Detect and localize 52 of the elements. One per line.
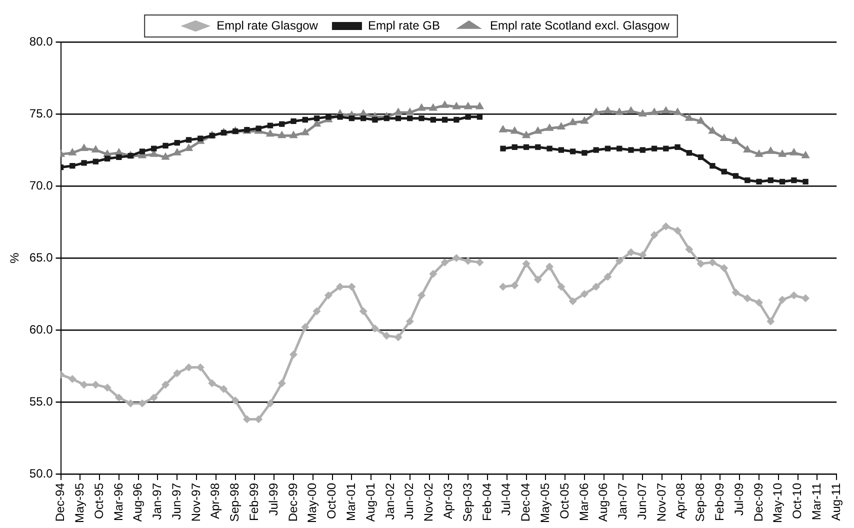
legend-label: Empl rate Glasgow <box>216 18 318 32</box>
x-tick-label: Jul-09 <box>732 482 746 516</box>
x-tick-label: May-95 <box>72 482 86 523</box>
x-tick-label: Jun-02 <box>402 482 416 520</box>
x-tick-label: Nov-07 <box>654 482 668 522</box>
y-tick-label: 75.0 <box>29 106 54 120</box>
x-tick-label: Jan-02 <box>382 482 397 520</box>
x-tick-label: Sep-98 <box>228 482 242 522</box>
x-tick-label: Nov-02 <box>422 482 436 522</box>
legend-label: Empl rate GB <box>368 18 440 32</box>
x-tick-label: Dec-09 <box>751 482 766 522</box>
x-tick-label: Apr-08 <box>674 482 688 520</box>
x-tick-label: Jan-07 <box>616 482 630 520</box>
x-tick-label: Dec-99 <box>286 482 300 522</box>
y-tick-label: 70.0 <box>29 178 54 192</box>
x-tick-label: Aug-01 <box>363 482 378 522</box>
x-tick-label: Mar-96 <box>111 482 126 521</box>
x-tick-label: Apr-03 <box>440 482 455 520</box>
x-tick-label: Sep-08 <box>693 482 708 522</box>
x-tick-label: Apr-98 <box>208 482 222 520</box>
x-tick-label: Jan-97 <box>150 482 164 520</box>
y-axis-title: % <box>8 252 22 264</box>
x-tick-label: Mar-06 <box>576 482 591 521</box>
x-tick-label: Oct-05 <box>557 482 572 519</box>
x-tick-label: Jul-04 <box>499 482 514 516</box>
x-tick-label: Oct-95 <box>92 482 106 519</box>
x-tick-label: Aug-06 <box>596 482 610 522</box>
x-tick-label: Aug-96 <box>130 482 145 522</box>
x-tick-label: Jun-07 <box>634 482 649 520</box>
x-tick-label: May-10 <box>770 482 785 523</box>
x-tick-label: Dec-94 <box>53 482 68 522</box>
x-tick-label: Oct-10 <box>790 482 804 519</box>
x-tick-label: Nov-97 <box>188 482 203 522</box>
x-tick-label: Jul-99 <box>266 482 280 516</box>
x-tick-label: May-00 <box>305 482 320 523</box>
x-tick-label: Jun-97 <box>169 482 184 520</box>
legend-label: Empl rate Scotland excl. Glasgow <box>490 18 670 32</box>
y-tick-label: 60.0 <box>29 322 54 336</box>
y-tick-label: 80.0 <box>29 34 54 48</box>
y-tick-label: 55.0 <box>29 394 54 408</box>
x-tick-label: Feb-99 <box>247 482 262 522</box>
x-tick-label: May-05 <box>538 482 552 523</box>
x-tick-label: Feb-09 <box>712 482 727 522</box>
y-tick-label: 50.0 <box>29 466 54 480</box>
x-tick-label: Sep-03 <box>460 482 474 522</box>
x-tick-label: Dec-04 <box>518 482 533 522</box>
x-tick-label: Mar-01 <box>344 482 358 521</box>
x-tick-label: Mar-11 <box>810 482 824 520</box>
x-tick-label: Feb-04 <box>480 482 494 522</box>
x-tick-label: Aug-11 <box>828 482 843 521</box>
y-tick-label: 65.0 <box>29 250 54 264</box>
x-tick-label: Oct-00 <box>324 482 339 519</box>
